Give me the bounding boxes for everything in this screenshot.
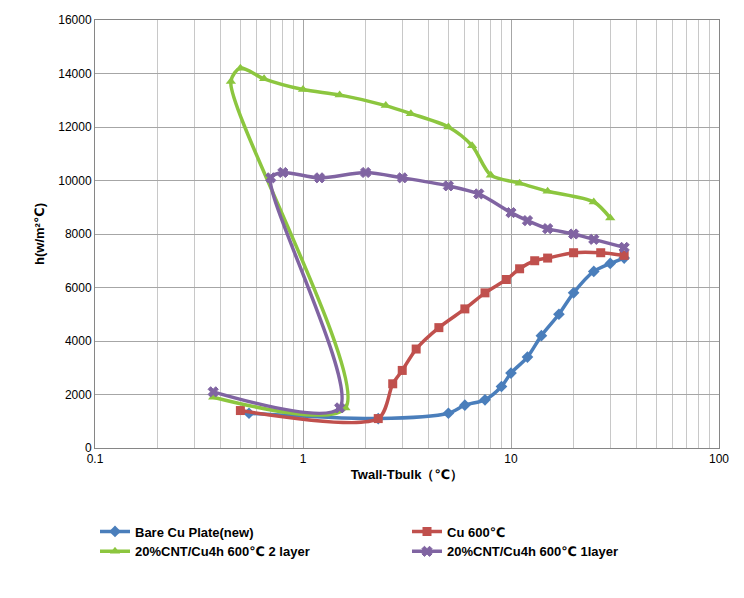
svg-text:14000: 14000 bbox=[58, 67, 92, 81]
svg-text:2000: 2000 bbox=[65, 388, 92, 402]
svg-text:Twall-Tbulk（℃）: Twall-Tbulk（℃） bbox=[351, 467, 463, 482]
svg-text:4000: 4000 bbox=[65, 334, 92, 348]
svg-text:0: 0 bbox=[85, 441, 92, 455]
svg-text:Cu 600℃: Cu 600℃ bbox=[447, 525, 505, 540]
svg-text:12000: 12000 bbox=[58, 120, 92, 134]
svg-text:Bare Cu Plate(new): Bare Cu Plate(new) bbox=[135, 525, 253, 540]
svg-text:16000: 16000 bbox=[58, 13, 92, 27]
svg-text:0.1: 0.1 bbox=[87, 452, 104, 466]
svg-text:100: 100 bbox=[709, 452, 729, 466]
svg-text:20%CNT/Cu4h 600℃ 1layer: 20%CNT/Cu4h 600℃ 1layer bbox=[447, 544, 618, 559]
svg-text:8000: 8000 bbox=[65, 227, 92, 241]
svg-text:h(w/m²℃): h(w/m²℃) bbox=[32, 203, 47, 265]
svg-text:6000: 6000 bbox=[65, 281, 92, 295]
svg-text:1: 1 bbox=[300, 452, 307, 466]
svg-text:10000: 10000 bbox=[58, 174, 92, 188]
svg-text:20%CNT/Cu4h 600℃ 2 layer: 20%CNT/Cu4h 600℃ 2 layer bbox=[135, 544, 310, 559]
svg-text:10: 10 bbox=[504, 452, 518, 466]
